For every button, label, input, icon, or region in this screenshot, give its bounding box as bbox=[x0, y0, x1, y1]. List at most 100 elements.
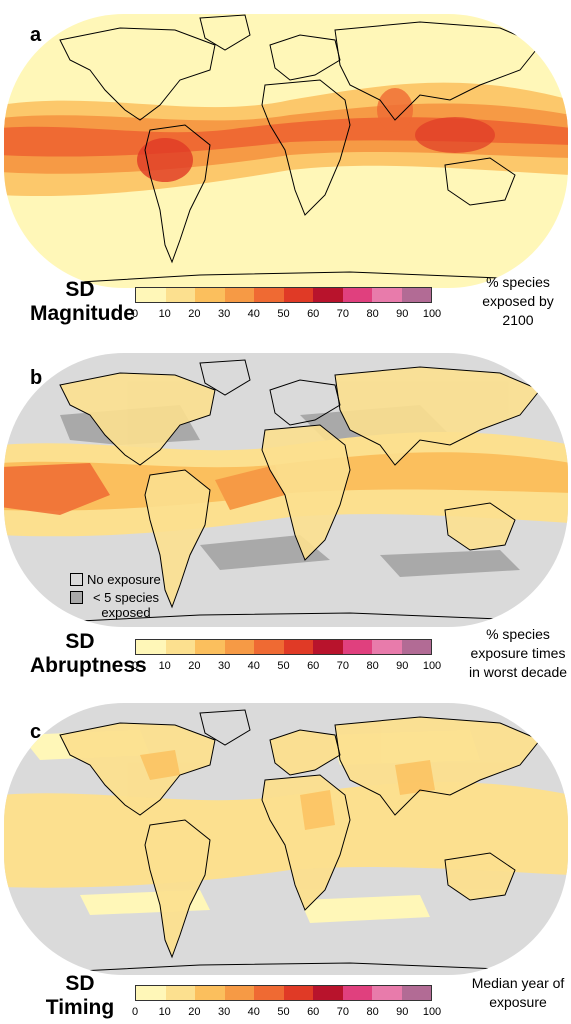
colorbar-swatch bbox=[372, 288, 402, 302]
greenland bbox=[199, 709, 251, 746]
panel-magnitude: a SD Magnitude 0 10 20 30 40 50 60 70 80 90 100 % … bbox=[0, 0, 571, 340]
colorbar-tick-label: 50 bbox=[277, 308, 290, 320]
colorbar-tick-label: 50 bbox=[277, 1006, 290, 1018]
africa bbox=[261, 79, 351, 216]
colorbar-tick-label: 40 bbox=[247, 308, 260, 320]
colorbar-swatch bbox=[401, 640, 431, 654]
colorbar-tick-label: 40 bbox=[247, 1006, 260, 1018]
panel-title-timing: SD Timing bbox=[30, 972, 130, 1020]
legend-no-exposure: No exposure bbox=[70, 572, 165, 587]
title-line-1: SD bbox=[65, 972, 95, 995]
panel-title-magnitude: SD Magnitude bbox=[30, 278, 135, 326]
africa bbox=[261, 774, 351, 911]
greenland bbox=[199, 14, 251, 51]
colorbar-swatch bbox=[224, 288, 254, 302]
later-exposure-patches bbox=[140, 750, 435, 830]
colorbar bbox=[135, 287, 432, 303]
colorbar-swatch bbox=[313, 640, 343, 654]
asia bbox=[334, 21, 541, 121]
africa bbox=[261, 424, 351, 561]
asia bbox=[334, 716, 541, 816]
colorbar-swatch bbox=[195, 288, 225, 302]
colorbar-tick-label: 100 bbox=[422, 1006, 442, 1018]
colorbar bbox=[135, 639, 432, 655]
panel-timing: c SD Timing 0 10 20 30 40 50 60 70 80 90 100 Media… bbox=[0, 695, 571, 1024]
colorbar-swatch bbox=[342, 986, 372, 1000]
colorbar-ticks: 0 10 20 30 40 50 60 70 80 90 100 bbox=[131, 660, 441, 674]
south-america bbox=[144, 124, 211, 264]
colorbar-swatch bbox=[165, 640, 195, 654]
colorbar-tick-label: 0 bbox=[131, 1006, 139, 1018]
colorbar-swatch bbox=[195, 640, 225, 654]
no-exposure-label: No exposure bbox=[87, 572, 161, 587]
colorbar-swatch bbox=[136, 288, 166, 302]
north-america bbox=[59, 372, 216, 466]
europe bbox=[269, 34, 341, 81]
panel-label-b: b bbox=[30, 367, 43, 389]
colorbar-tick-label: 70 bbox=[336, 660, 350, 672]
australia bbox=[444, 157, 516, 206]
colorbar-tick-label: 80 bbox=[366, 308, 379, 320]
colorbar-swatch bbox=[283, 288, 313, 302]
colorbar-tick-label: 20 bbox=[188, 660, 201, 672]
colorbar-swatch bbox=[283, 986, 313, 1000]
legend-few-species: < 5 species exposed bbox=[70, 590, 165, 620]
colorbar-swatch bbox=[165, 288, 195, 302]
colorbar-swatch bbox=[342, 288, 372, 302]
colorbar-tick-label: 10 bbox=[158, 308, 171, 320]
atlantic-hotspot bbox=[215, 465, 285, 510]
title-line-2: Magnitude bbox=[30, 302, 135, 325]
antarctica bbox=[79, 271, 501, 283]
colorbar-swatch bbox=[372, 986, 402, 1000]
indonesia-hotspot bbox=[415, 117, 495, 153]
australia bbox=[444, 502, 516, 551]
north-america bbox=[59, 722, 216, 816]
asia bbox=[334, 366, 541, 466]
colorbar-tick-label: 10 bbox=[158, 1006, 171, 1018]
colorbar-swatch bbox=[313, 288, 343, 302]
colorbar-swatch bbox=[195, 986, 225, 1000]
colorbar-swatch bbox=[401, 986, 431, 1000]
legend-description: % species exposure times in worst decade bbox=[468, 626, 568, 680]
no-exposure-swatch bbox=[70, 573, 83, 586]
colorbar-tick-label: 80 bbox=[366, 660, 379, 672]
colorbar bbox=[135, 985, 432, 1001]
few-species-swatch bbox=[70, 591, 83, 604]
colorbar-tick-label: 60 bbox=[307, 1006, 320, 1018]
panel-label-a: a bbox=[30, 24, 42, 46]
colorbar-swatch bbox=[224, 640, 254, 654]
title-line-2: Abruptness bbox=[30, 654, 147, 677]
colorbar-tick-label: 90 bbox=[396, 1006, 409, 1018]
colorbar-tick-label: 10 bbox=[158, 660, 171, 672]
colorbar-tick-label: 30 bbox=[217, 660, 231, 672]
colorbar-tick-label: 20 bbox=[188, 1006, 201, 1018]
colorbar-tick-label: 80 bbox=[366, 1006, 379, 1018]
colorbar-tick-label: 100 bbox=[422, 660, 442, 672]
colorbar-tick-label: 50 bbox=[277, 660, 290, 672]
europe bbox=[269, 729, 341, 776]
title-line-1: SD bbox=[65, 278, 95, 301]
legend-description: % species exposed by 2100 bbox=[482, 274, 554, 328]
colorbar-swatch bbox=[224, 986, 254, 1000]
colorbar-tick-label: 40 bbox=[247, 660, 260, 672]
colorbar-tick-label: 60 bbox=[307, 308, 320, 320]
few-species-label: < 5 species exposed bbox=[92, 590, 160, 620]
legend-description: Median year of exposure bbox=[471, 975, 565, 1010]
colorbar-tick-label: 90 bbox=[396, 660, 409, 672]
colorbar-ticks: 0 10 20 30 40 50 60 70 80 90 100 bbox=[131, 1006, 441, 1020]
colorbar-swatch bbox=[254, 986, 284, 1000]
panel-label-c: c bbox=[30, 721, 42, 743]
abruptness-map bbox=[4, 353, 568, 627]
greenland bbox=[199, 359, 251, 396]
title-line-2: Timing bbox=[45, 996, 115, 1019]
colorbar-tick-label: 70 bbox=[336, 1006, 350, 1018]
colorbar-tick-label: 30 bbox=[217, 1006, 231, 1018]
australia bbox=[444, 852, 516, 901]
colorbar-tick-label: 20 bbox=[188, 308, 201, 320]
colorbar-tick-label: 0 bbox=[131, 660, 139, 672]
colorbar-tick-label: 90 bbox=[396, 308, 409, 320]
south-america bbox=[144, 469, 211, 609]
colorbar-tick-label: 30 bbox=[217, 308, 231, 320]
pacific-hotspot bbox=[4, 463, 110, 515]
antarctica bbox=[79, 962, 501, 972]
